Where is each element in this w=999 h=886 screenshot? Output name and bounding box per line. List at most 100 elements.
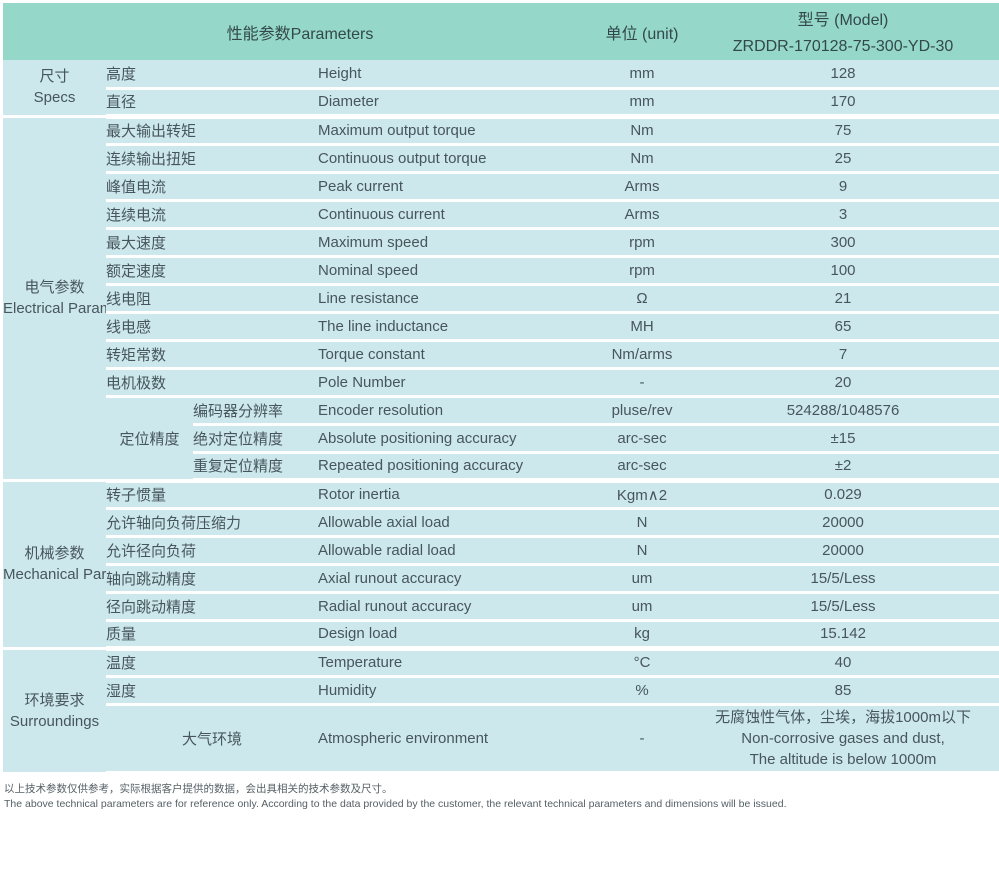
- value-line: 无腐蚀性气体，尘埃，海拔1000m以下: [715, 708, 971, 726]
- param-cn: 温度: [106, 648, 318, 678]
- header-model-value: ZRDDR-170128-75-300-YD-30: [687, 33, 999, 60]
- param-cn: 连续输出扭矩: [106, 144, 318, 174]
- header-model-label: 型号 (Model): [687, 3, 999, 33]
- param-en: Nominal speed: [318, 256, 598, 286]
- table-row: 质量 Design load kg 15.142: [3, 620, 999, 651]
- param-cn: 质量: [106, 620, 318, 651]
- param-cn: 线电感: [106, 312, 318, 342]
- param-cn: 最大速度: [106, 228, 318, 258]
- param-en: Radial runout accuracy: [318, 592, 598, 622]
- table-row: 电机极数 Pole Number - 20: [3, 368, 999, 398]
- unit-cell: mm: [597, 60, 688, 90]
- param-cn: 允许径向负荷: [106, 536, 318, 566]
- param-en: Peak current: [318, 172, 598, 202]
- table-row: 机械参数 Mechanical Parameters 转子惯量 Rotor in…: [3, 480, 999, 650]
- table-row: 最大速度 Maximum speed rpm 300: [3, 228, 999, 258]
- unit-cell: N: [597, 536, 688, 566]
- table-row: 定位精度 编码器分辨率 Encoder resolution pluse/rev…: [3, 396, 999, 482]
- table-row: 大气环境 Atmospheric environment - 无腐蚀性气体，尘埃…: [3, 704, 999, 776]
- param-en: Rotor inertia: [318, 480, 598, 510]
- param-en: Design load: [318, 620, 598, 651]
- unit-cell: rpm: [597, 228, 688, 258]
- unit-cell: Ω: [597, 284, 688, 314]
- param-cn: 电机极数: [106, 368, 318, 398]
- param-cn: 转矩常数: [106, 340, 318, 370]
- table-row: 允许轴向负荷压缩力 Allowable axial load N 20000: [3, 508, 999, 538]
- unit-cell: MH: [597, 312, 688, 342]
- value-cell: 40: [687, 648, 999, 678]
- value-cell: 300: [687, 228, 999, 258]
- table-row: 线电阻 Line resistance Ω 21: [3, 284, 999, 314]
- table-row: 转矩常数 Torque constant Nm/arms 7: [3, 340, 999, 370]
- param-cn: 编码器分辨率: [193, 396, 318, 426]
- table-row: 允许径向负荷 Allowable radial load N 20000: [3, 536, 999, 566]
- unit-cell: arc-sec: [597, 452, 688, 483]
- value-cell: 20000: [687, 508, 999, 538]
- param-en: Height: [318, 60, 598, 90]
- table-row: 峰值电流 Peak current Arms 9: [3, 172, 999, 202]
- value-cell: 0.029: [687, 480, 999, 510]
- unit-cell: Kgm∧2: [597, 480, 688, 510]
- table-row: 直径 Diameter mm 170: [3, 88, 999, 119]
- value-cell: 15.142: [687, 620, 999, 651]
- table-row: 连续电流 Continuous current Arms 3: [3, 200, 999, 230]
- table-row: 轴向跳动精度 Axial runout accuracy um 15/5/Les…: [3, 564, 999, 594]
- unit-cell: %: [597, 676, 688, 706]
- unit-cell: Nm/arms: [597, 340, 688, 370]
- param-cn: 额定速度: [106, 256, 318, 286]
- param-en: Continuous output torque: [318, 144, 598, 174]
- value-cell: 9: [687, 172, 999, 202]
- subgroup-positioning-accuracy: 定位精度: [106, 396, 193, 482]
- value-cell: 25: [687, 144, 999, 174]
- table-row: 环境要求 Surroundings 温度 Temperature °C 40: [3, 648, 999, 775]
- param-en: Line resistance: [318, 284, 598, 314]
- value-cell-atmosphere: 无腐蚀性气体，尘埃，海拔1000m以下 Non-corrosive gases …: [687, 704, 999, 776]
- spec-table: 性能参数Parameters 单位 (unit) 型号 (Model) ZRDD…: [3, 3, 999, 776]
- value-cell: 85: [687, 676, 999, 706]
- param-cn: 径向跳动精度: [106, 592, 318, 622]
- unit-cell: -: [597, 704, 688, 776]
- param-en: Absolute positioning accuracy: [318, 424, 598, 454]
- unit-cell: rpm: [597, 256, 688, 286]
- value-cell: 20000: [687, 536, 999, 566]
- param-cn: 绝对定位精度: [193, 424, 318, 454]
- unit-cell: um: [597, 592, 688, 622]
- group-label-en: Surroundings: [9, 712, 100, 730]
- unit-cell: °C: [597, 648, 688, 678]
- value-cell: 65: [687, 312, 999, 342]
- param-en: Encoder resolution: [318, 396, 598, 426]
- footnote-cn: 以上技术参数仅供参考，实际根据客户提供的数据，会出具相关的技术参数及尺寸。: [4, 782, 393, 795]
- param-cn: 大气环境: [106, 704, 318, 776]
- param-en: Torque constant: [318, 340, 598, 370]
- param-cn: 高度: [106, 60, 318, 90]
- param-en: Diameter: [318, 88, 598, 119]
- group-label-en: Electrical Parameters: [3, 300, 106, 317]
- table-row: 电气参数 Electrical Parameters 最大输出转矩 Maximu…: [3, 116, 999, 482]
- group-cell-electrical: 电气参数 Electrical Parameters: [3, 116, 106, 482]
- param-en: Repeated positioning accuracy: [318, 452, 598, 483]
- header-parameters: 性能参数Parameters: [3, 3, 598, 60]
- unit-cell: mm: [597, 88, 688, 119]
- value-cell: ±15: [687, 424, 999, 454]
- value-cell: 524288/1048576: [687, 396, 999, 426]
- unit-cell: -: [597, 368, 688, 398]
- value-cell: 21: [687, 284, 999, 314]
- group-cell-specs: 尺寸 Specs: [3, 60, 106, 118]
- param-en: Allowable radial load: [318, 536, 598, 566]
- param-cn: 峰值电流: [106, 172, 318, 202]
- value-cell: 15/5/Less: [687, 564, 999, 594]
- header-row-1: 性能参数Parameters 单位 (unit) 型号 (Model): [3, 3, 999, 60]
- unit-cell: arc-sec: [597, 424, 688, 454]
- group-label-en: Specs: [33, 89, 76, 107]
- param-en: Continuous current: [318, 200, 598, 230]
- unit-cell: Nm: [597, 144, 688, 174]
- footnote-en: The above technical parameters are for r…: [4, 797, 787, 810]
- unit-cell: Arms: [597, 200, 688, 230]
- param-cn: 直径: [106, 88, 318, 119]
- param-cn: 允许轴向负荷压缩力: [106, 508, 318, 538]
- param-cn: 连续电流: [106, 200, 318, 230]
- value-cell: 7: [687, 340, 999, 370]
- param-cn: 重复定位精度: [193, 452, 318, 483]
- value-line: The altitude is below 1000m: [749, 750, 937, 768]
- group-label-cn: 电气参数: [24, 279, 85, 296]
